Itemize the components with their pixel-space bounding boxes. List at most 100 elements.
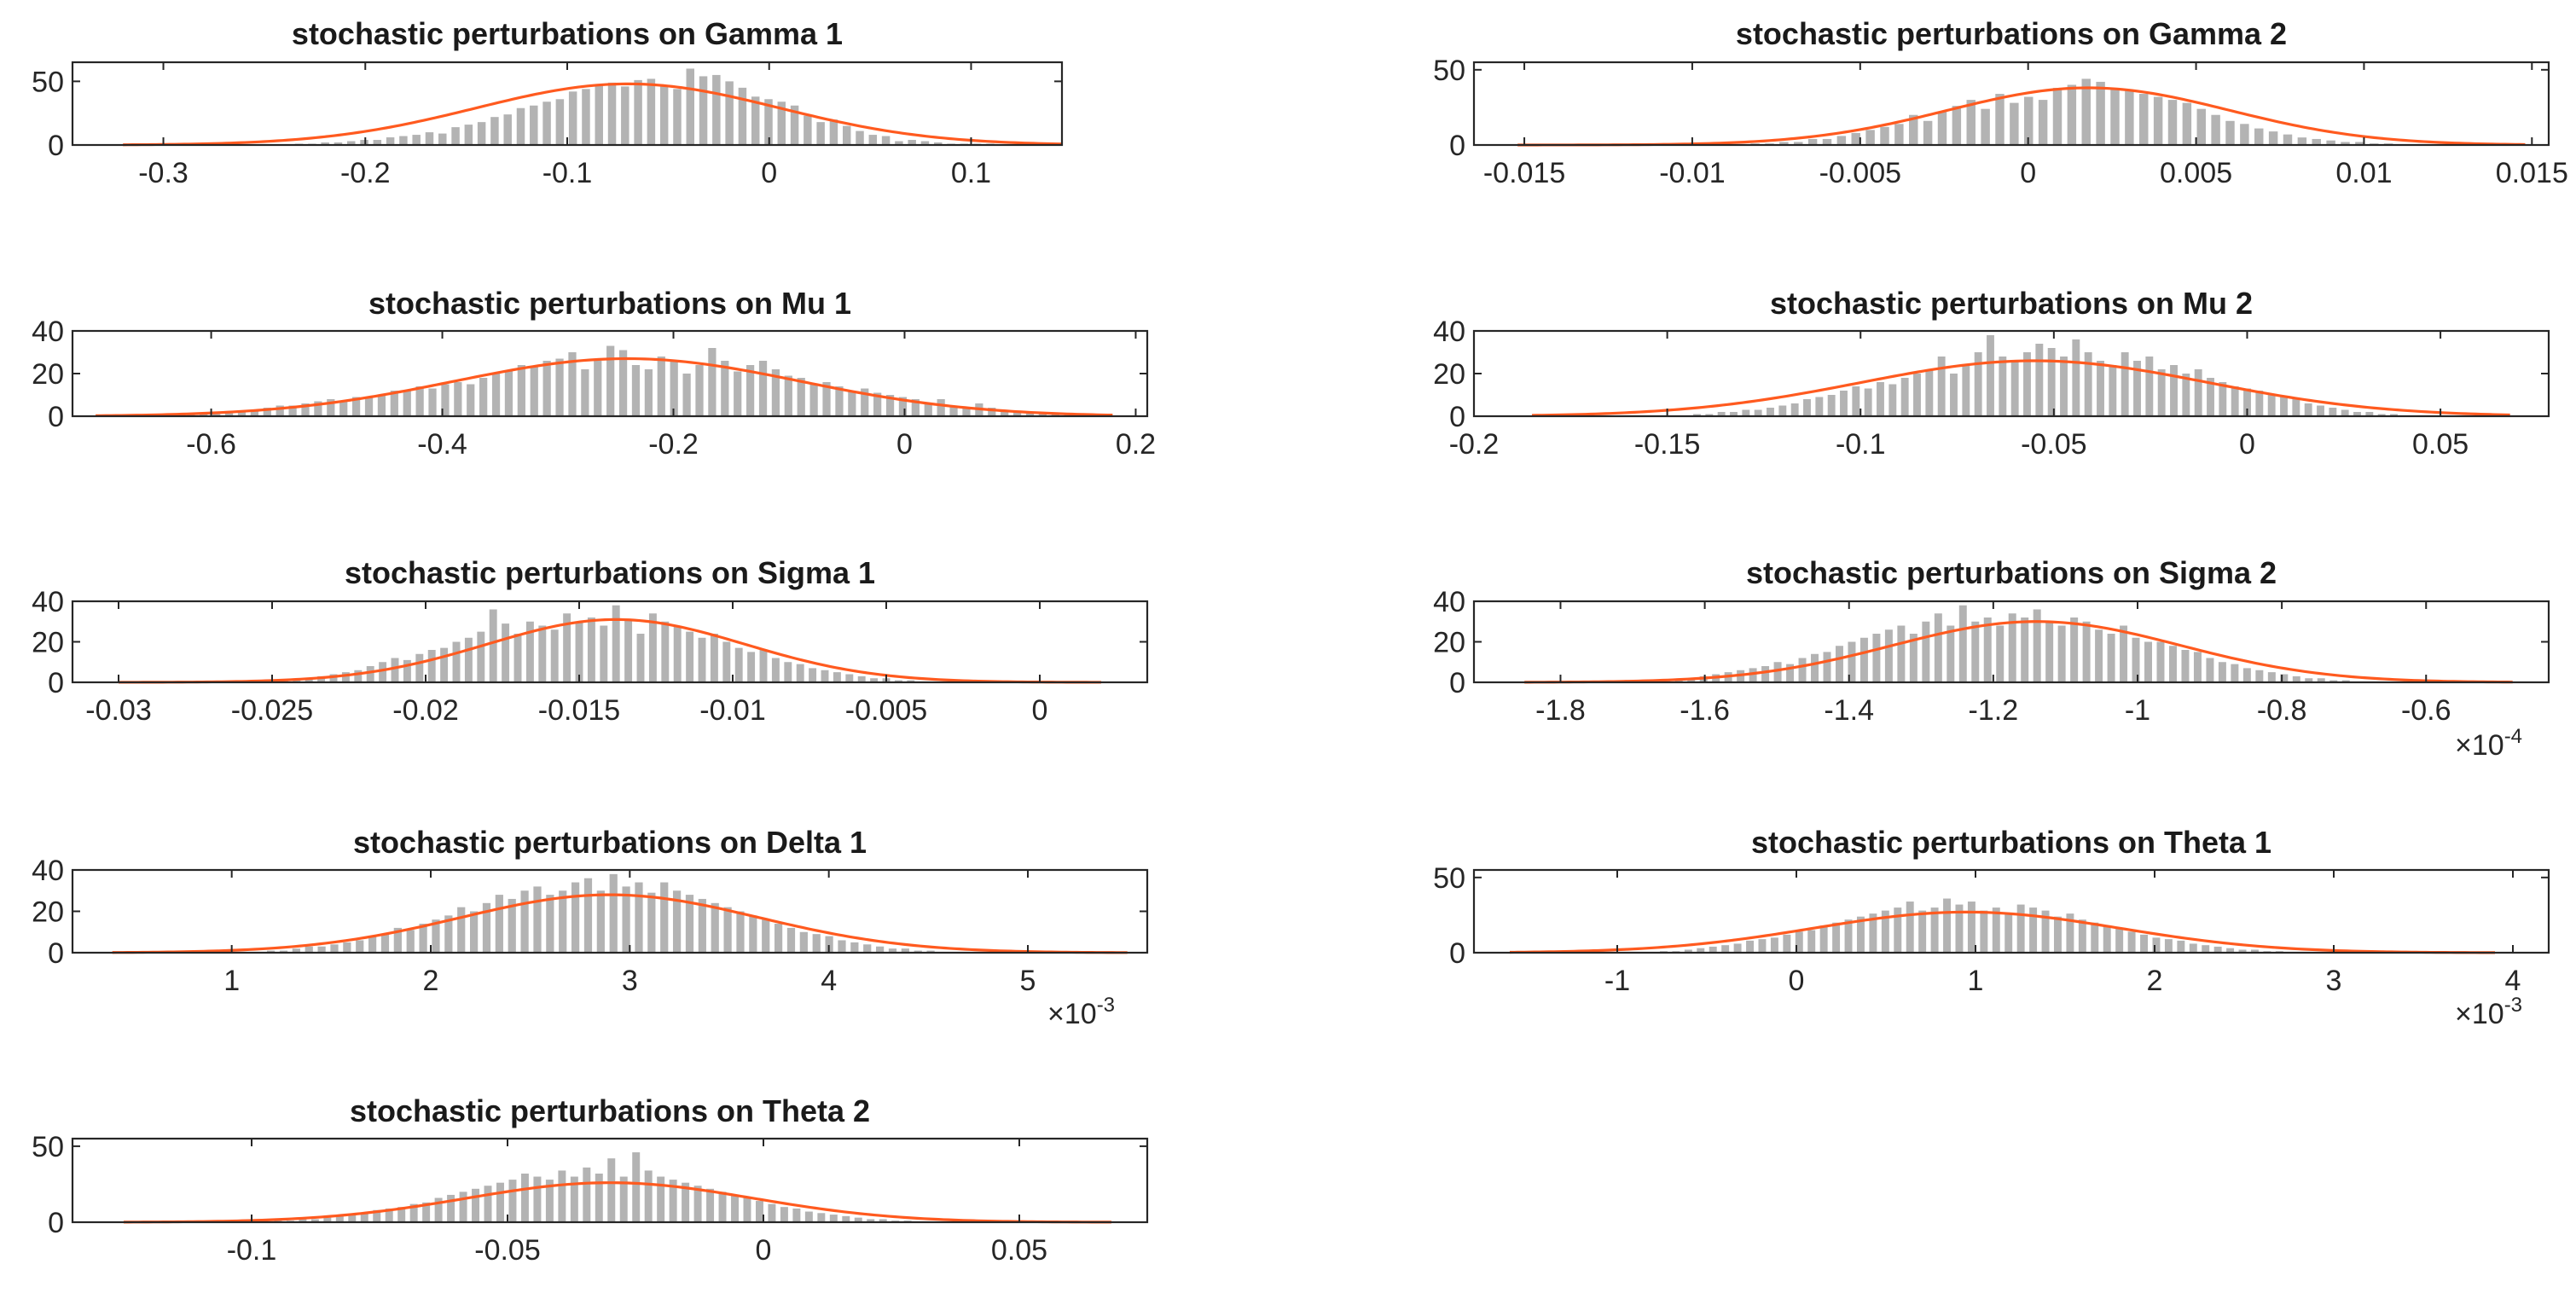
- histogram-bar: [693, 1186, 702, 1222]
- histogram-bar: [348, 1215, 357, 1222]
- histogram-bar: [409, 1203, 418, 1222]
- histogram-bar: [1937, 112, 1947, 145]
- histogram-bar: [1767, 408, 1774, 416]
- x-tick-label: 2: [2147, 965, 2163, 997]
- histogram-bar: [1844, 919, 1853, 953]
- x-tick-label: -1.2: [1969, 694, 2019, 727]
- histogram-bar: [323, 1217, 332, 1222]
- histogram-bar: [711, 902, 719, 953]
- histogram-bar: [842, 125, 851, 145]
- histogram-bar: [575, 621, 583, 682]
- histogram-bar: [1848, 641, 1856, 682]
- histogram-bar: [1840, 391, 1848, 416]
- histogram-bar: [2341, 142, 2350, 145]
- histogram-bar: [816, 122, 825, 145]
- x-tick-label: -0.15: [1634, 428, 1701, 461]
- y-tick-label: 40: [32, 855, 64, 887]
- histogram-bar: [520, 1173, 529, 1222]
- histogram-bar: [1705, 414, 1714, 416]
- histogram-bar: [555, 99, 565, 145]
- histogram-bar: [607, 82, 617, 145]
- histogram-bar: [1955, 904, 1964, 953]
- histogram-bar: [835, 386, 844, 416]
- histogram-bar: [686, 68, 694, 145]
- histogram-bar: [2023, 352, 2031, 416]
- histogram-bar: [796, 664, 804, 683]
- histogram-bar: [2115, 928, 2124, 953]
- histogram-bar: [513, 634, 522, 682]
- histogram-bar: [695, 365, 704, 416]
- histogram-bar: [1779, 142, 1789, 145]
- histogram-bar: [477, 122, 486, 145]
- histogram-bar: [425, 132, 434, 145]
- histogram-bar: [391, 658, 399, 682]
- histogram-bar: [2140, 934, 2149, 953]
- histogram-bar: [1877, 382, 1884, 416]
- x-tick-label: 0: [1789, 965, 1805, 997]
- histogram-bar: [867, 1219, 875, 1222]
- histogram-bar: [321, 142, 329, 145]
- histogram-bar: [829, 1215, 838, 1222]
- histogram-bar: [879, 1219, 887, 1222]
- histogram-bar: [2268, 131, 2278, 145]
- histogram-bar: [723, 907, 732, 953]
- x-tick-label: 1: [1968, 965, 1984, 997]
- histogram-bar: [722, 641, 731, 682]
- histogram-bar: [1822, 138, 1832, 145]
- histogram-bar: [2016, 904, 2025, 953]
- histogram-bar: [804, 1211, 813, 1222]
- histogram-bar: [595, 84, 603, 145]
- histogram-bar: [422, 1202, 431, 1222]
- histogram-bar: [1827, 395, 1836, 416]
- histogram-bar: [1773, 662, 1782, 682]
- histogram-bar: [2045, 621, 2054, 682]
- histogram-bar: [1966, 100, 1976, 145]
- y-tick-label: 50: [1433, 862, 1465, 895]
- histogram-bar: [1983, 618, 1992, 682]
- histogram-bar: [926, 950, 935, 953]
- histogram-bar: [559, 890, 567, 953]
- histogram-bar: [660, 882, 669, 953]
- histogram-bar: [2078, 919, 2086, 953]
- histogram-bar: [2225, 120, 2235, 145]
- histogram-bar: [898, 397, 908, 416]
- y-tick-label: 0: [48, 1207, 64, 1239]
- histogram-bar: [2329, 680, 2338, 683]
- panel-title: stochastic perturbations on Mu 1: [368, 286, 851, 321]
- histogram-bar: [1894, 907, 1902, 953]
- histogram-bar: [784, 375, 792, 416]
- histogram-bar: [809, 668, 817, 683]
- histogram-bar: [1958, 605, 1967, 682]
- y-tick-label: 0: [1449, 401, 1465, 433]
- histogram-bar: [454, 382, 462, 416]
- x-tick-label: 0.01: [2335, 157, 2392, 189]
- histogram-bar: [542, 361, 551, 416]
- histogram-bar: [2341, 680, 2350, 683]
- x-tick-label: 0.015: [2496, 157, 2568, 189]
- histogram-bar: [825, 936, 833, 953]
- histogram-bar: [777, 101, 786, 145]
- histogram-bar: [1923, 120, 1933, 145]
- histogram-bar: [305, 946, 313, 953]
- histogram-bar: [299, 1219, 307, 1222]
- histogram-bar: [279, 950, 288, 953]
- histogram-bar: [1717, 412, 1726, 416]
- histogram-bar: [2081, 78, 2091, 145]
- histogram-bar: [495, 895, 503, 953]
- histogram-bar: [2193, 652, 2202, 683]
- histogram-bar: [2066, 913, 2074, 953]
- histogram-bar: [1869, 913, 1877, 953]
- histogram-bar: [845, 674, 854, 682]
- x-tick-label: 1: [223, 965, 240, 997]
- histogram-bar: [479, 378, 488, 416]
- axes-box: [1472, 61, 2550, 147]
- histogram-bar: [747, 652, 756, 683]
- histogram-bar: [2329, 408, 2337, 416]
- histogram-bar: [2057, 625, 2066, 682]
- histogram-bar: [1897, 625, 1906, 682]
- histogram-bar: [1746, 940, 1755, 953]
- histogram-bar: [621, 86, 629, 145]
- x-tick-label: -1.6: [1680, 694, 1730, 727]
- histogram-bar: [335, 1215, 344, 1222]
